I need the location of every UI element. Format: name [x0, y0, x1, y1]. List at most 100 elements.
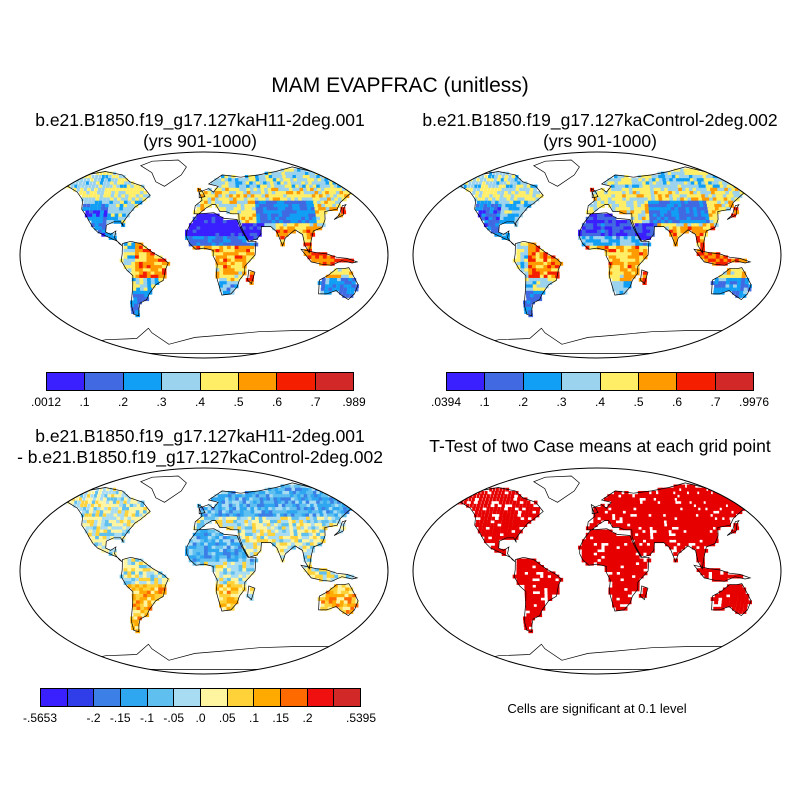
grid-cell: [128, 510, 133, 515]
grid-cell: [721, 507, 727, 511]
grid-cell: [492, 510, 497, 515]
grid-cell: [325, 274, 330, 279]
grid-cell: [706, 516, 712, 521]
grid-cell: [204, 236, 209, 240]
grid-cell: [230, 561, 236, 566]
grid-cell: [706, 187, 712, 192]
grid-cell: [146, 265, 152, 269]
grid-cell: [211, 232, 217, 237]
grid-cell: [667, 213, 673, 218]
grid-cell: [133, 297, 138, 302]
grid-cell: [96, 210, 101, 215]
grid-cell: [238, 494, 243, 498]
grid-cell: [264, 507, 270, 511]
grid-cell: [118, 213, 123, 218]
grid-cell: [219, 536, 224, 540]
grid-cell: [300, 191, 306, 195]
grid-cell: [616, 271, 621, 276]
grid-cell: [137, 184, 141, 189]
grid-cell: [346, 181, 352, 186]
grid-cell: [725, 281, 730, 285]
grid-cell: [632, 191, 638, 195]
grid-cell: [259, 526, 265, 531]
grid-cell: [653, 500, 658, 505]
panel3-title-line1: b.e21.B1850.f19_g17.127kaH11-2deg.001: [35, 426, 365, 446]
grid-cell: [287, 226, 292, 231]
grid-cell: [279, 539, 285, 544]
grid-cell: [238, 545, 243, 550]
grid-cell: [690, 213, 695, 218]
grid-cell: [215, 529, 220, 534]
grid-cell: [636, 197, 642, 202]
grid-cell: [226, 577, 232, 582]
grid-cell: [223, 265, 228, 269]
grid-cell: [674, 487, 680, 492]
grid-cell: [310, 507, 316, 511]
grid-cell: [638, 178, 643, 182]
grid-cell: [492, 171, 496, 176]
grid-cell: [329, 277, 334, 282]
grid-cell: [91, 216, 96, 221]
grid-cell: [621, 500, 626, 505]
grid-cell: [691, 223, 696, 228]
grid-cell: [459, 178, 463, 182]
grid-cell: [260, 536, 265, 540]
grid-cell: [627, 284, 632, 289]
grid-cell: [219, 261, 224, 266]
grid-cell: [717, 503, 723, 508]
grid-cell: [226, 226, 232, 231]
grid-cell: [508, 210, 512, 215]
grid-cell: [642, 184, 648, 189]
grid-cell: [337, 268, 342, 273]
grid-cell: [252, 213, 257, 218]
grid-cell: [512, 203, 517, 208]
grid-cell: [196, 503, 202, 508]
grid-cell: [333, 590, 338, 595]
grid-cell: [219, 248, 224, 253]
grid-cell: [494, 203, 499, 208]
grid-cell: [718, 191, 724, 195]
grid-cell: [51, 181, 54, 186]
grid-cell: [271, 191, 277, 195]
grid-cell: [682, 507, 688, 511]
grid-cell: [614, 174, 619, 179]
grid-cell: [653, 184, 658, 189]
grid-cell: [698, 223, 704, 228]
grid-cell: [230, 581, 236, 585]
grid-cell: [342, 181, 349, 186]
grid-cell: [532, 274, 537, 279]
grid-cell: [306, 232, 312, 237]
grid-cell: [316, 220, 322, 224]
grid-cell: [249, 245, 255, 250]
grid-cell: [614, 181, 619, 186]
grid-cell: [449, 500, 453, 505]
grid-cell: [243, 510, 249, 515]
grid-cell: [711, 207, 717, 211]
grid-cell: [643, 510, 649, 515]
grid-cell: [127, 561, 132, 566]
grid-cell: [693, 529, 699, 534]
grid-cell: [353, 497, 359, 502]
grid-cell: [302, 232, 308, 237]
grid-cell: [350, 606, 355, 611]
grid-cell: [133, 500, 138, 505]
grid-cell: [251, 207, 257, 211]
grid-cell: [687, 171, 693, 176]
grid-cell: [685, 187, 691, 192]
grid-cell: [727, 178, 734, 182]
grid-cell: [192, 552, 197, 556]
grid-cell: [215, 539, 220, 544]
grid-cell: [666, 497, 672, 502]
grid-cell: [722, 194, 728, 199]
grid-cell: [266, 519, 271, 524]
grid-cell: [93, 523, 98, 527]
grid-cell: [234, 561, 240, 566]
grid-cell: [110, 181, 114, 186]
grid-cell: [739, 174, 746, 179]
grid-cell: [523, 184, 527, 189]
grid-cell: [535, 265, 541, 269]
grid-cell: [608, 239, 613, 244]
grid-cell: [597, 242, 602, 247]
grid-cell: [238, 555, 243, 560]
grid-cell: [524, 181, 528, 186]
